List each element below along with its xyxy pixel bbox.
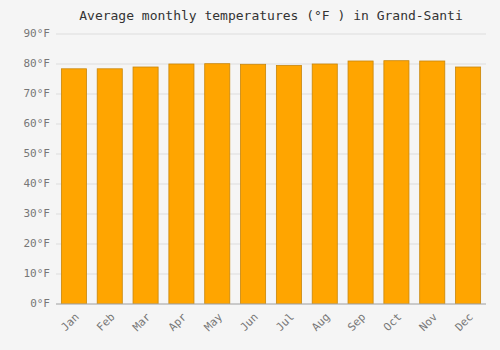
y-tick-label: 60°F xyxy=(24,117,51,130)
y-tick-label: 90°F xyxy=(24,27,51,40)
chart-svg: 0°F 10°F 20°F 30°F 40°F 50°F 60°F 70°F 80°F 90°F J… xyxy=(0,0,500,350)
y-grid xyxy=(56,34,486,304)
x-tick-label: Feb xyxy=(94,311,117,334)
grid-line xyxy=(56,304,486,305)
bar xyxy=(312,64,337,304)
bar xyxy=(133,67,158,304)
x-tick-label: Aug xyxy=(309,311,332,334)
bars xyxy=(61,61,480,304)
y-tick-label: 20°F xyxy=(24,237,51,250)
x-tick-label: Apr xyxy=(166,310,190,334)
chart-title: Average monthly temperatures (°F ) in Gr… xyxy=(79,8,463,23)
x-tick-label: Dec xyxy=(453,311,476,334)
bar xyxy=(241,64,266,304)
bar xyxy=(205,64,230,304)
y-tick-label: 0°F xyxy=(30,297,50,310)
bar xyxy=(420,61,445,304)
y-tick-label: 10°F xyxy=(24,267,51,280)
y-tick-label: 50°F xyxy=(24,147,51,160)
x-tick-label: May xyxy=(202,310,226,334)
bar xyxy=(61,69,86,304)
bar xyxy=(97,69,122,304)
bar xyxy=(384,61,409,304)
x-tick-labels: Jan Feb Mar Apr May Jun Jul Aug Sep Oct Nov Dec xyxy=(58,310,475,334)
y-tick-label: 80°F xyxy=(24,57,51,70)
y-tick-label: 30°F xyxy=(24,207,51,220)
x-axis-line xyxy=(56,304,486,305)
x-tick-label: Nov xyxy=(417,310,441,334)
x-tick-label: Jul xyxy=(273,311,296,334)
y-tick-label: 40°F xyxy=(24,177,51,190)
chart-container: 0°F 10°F 20°F 30°F 40°F 50°F 60°F 70°F 80°F 90°F J… xyxy=(0,0,500,350)
x-tick-label: Oct xyxy=(381,311,404,334)
bar xyxy=(276,66,301,305)
y-tick-labels: 0°F 10°F 20°F 30°F 40°F 50°F 60°F 70°F 80°F 90°F xyxy=(24,27,51,310)
grid-line xyxy=(56,34,486,35)
x-tick-label: Jun xyxy=(238,311,261,334)
x-tick-label: Jan xyxy=(58,311,81,334)
bar xyxy=(348,61,373,304)
y-tick-label: 70°F xyxy=(24,87,51,100)
x-tick-label: Mar xyxy=(130,310,154,334)
bar xyxy=(169,64,194,304)
bar xyxy=(456,67,481,304)
x-tick-label: Sep xyxy=(345,311,368,334)
